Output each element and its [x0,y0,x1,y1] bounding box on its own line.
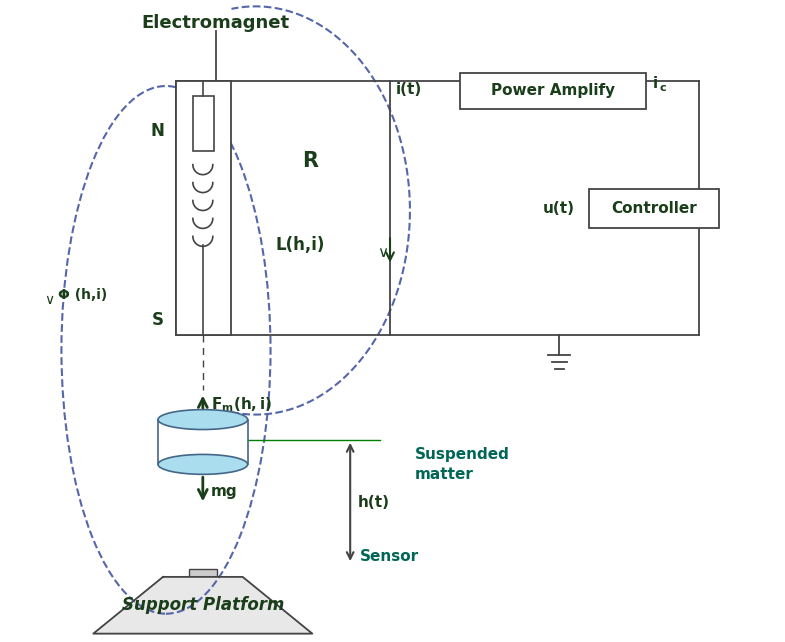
Ellipse shape [158,455,247,474]
Text: i(t): i(t) [396,82,422,96]
Text: Controller: Controller [611,201,697,216]
Text: Power Amplify: Power Amplify [491,83,615,98]
Text: ∨: ∨ [45,293,54,307]
Text: mg: mg [211,484,237,499]
Bar [176,81,390,335]
Text: ∨: ∨ [378,245,389,260]
Bar [176,81,231,335]
Text: i: i [653,76,658,91]
Bar [590,189,718,229]
Bar [189,569,217,577]
Ellipse shape [158,410,247,429]
Text: h(t): h(t) [358,496,390,510]
Text: Suspended: Suspended [415,447,509,462]
Text: u(t): u(t) [543,201,575,216]
Text: Support Platform: Support Platform [122,596,284,614]
Text: c: c [660,83,666,93]
Text: L(h,i): L(h,i) [276,236,325,254]
Text: N: N [150,122,164,140]
Text: S: S [152,311,164,329]
Bar [193,96,214,151]
Text: Electromagnet: Electromagnet [142,14,290,32]
Bar [460,73,646,109]
Polygon shape [93,577,312,634]
Text: $\mathbf{F_m(h,i)}$: $\mathbf{F_m(h,i)}$ [211,395,272,414]
Text: R: R [302,151,319,171]
Text: Φ (h,i): Φ (h,i) [58,288,108,302]
Text: Sensor: Sensor [360,550,419,564]
Text: matter: matter [415,467,474,482]
